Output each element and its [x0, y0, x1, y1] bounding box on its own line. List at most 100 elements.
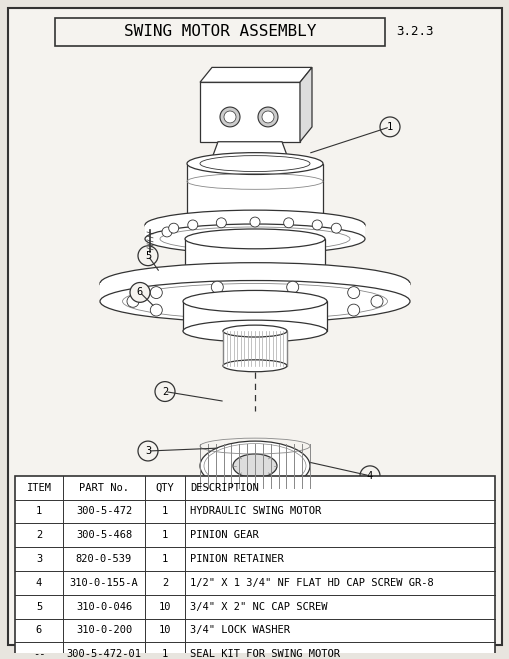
- Text: --: --: [33, 649, 45, 659]
- Circle shape: [150, 304, 162, 316]
- Text: SWING MOTOR ASSEMBLY: SWING MOTOR ASSEMBLY: [124, 24, 316, 40]
- Circle shape: [312, 220, 322, 230]
- Text: 2: 2: [161, 578, 168, 588]
- Text: 4: 4: [366, 471, 373, 481]
- Circle shape: [258, 107, 277, 127]
- Text: 10: 10: [158, 625, 171, 635]
- Circle shape: [138, 441, 158, 461]
- Circle shape: [219, 107, 240, 127]
- Text: 310-0-200: 310-0-200: [76, 625, 132, 635]
- Text: 1: 1: [161, 554, 168, 564]
- Bar: [269, 570, 279, 576]
- Ellipse shape: [187, 153, 322, 175]
- Text: 3: 3: [36, 554, 42, 564]
- Ellipse shape: [210, 509, 299, 529]
- Bar: [15, 476, 494, 659]
- Bar: [100, 283, 409, 301]
- Text: 2: 2: [36, 530, 42, 540]
- Circle shape: [211, 281, 223, 293]
- Ellipse shape: [183, 291, 326, 312]
- Ellipse shape: [122, 283, 387, 319]
- Text: DESCRIPTION: DESCRIPTION: [190, 482, 258, 493]
- Circle shape: [283, 218, 293, 228]
- Bar: [185, 239, 324, 283]
- Circle shape: [187, 220, 197, 230]
- Circle shape: [347, 304, 359, 316]
- Ellipse shape: [147, 255, 152, 258]
- Text: 1: 1: [161, 649, 168, 659]
- Text: 300-5-472-01: 300-5-472-01: [66, 649, 141, 659]
- Circle shape: [168, 223, 178, 233]
- Bar: [222, 331, 287, 366]
- Text: 1: 1: [386, 122, 392, 132]
- Ellipse shape: [183, 320, 326, 342]
- Text: 310-0-046: 310-0-046: [76, 602, 132, 612]
- Ellipse shape: [160, 227, 349, 251]
- Text: 5: 5: [145, 250, 151, 261]
- Ellipse shape: [233, 454, 276, 478]
- Circle shape: [162, 227, 172, 237]
- Text: 1: 1: [36, 507, 42, 517]
- Circle shape: [370, 295, 382, 307]
- Text: 1: 1: [161, 507, 168, 517]
- Text: 5: 5: [36, 602, 42, 612]
- Bar: [187, 163, 322, 225]
- Ellipse shape: [267, 548, 281, 553]
- Text: 3/4" LOCK WASHER: 3/4" LOCK WASHER: [190, 625, 290, 635]
- Bar: [286, 560, 293, 565]
- Text: 10: 10: [158, 602, 171, 612]
- Text: QTY: QTY: [155, 482, 174, 493]
- Polygon shape: [210, 142, 290, 163]
- Polygon shape: [200, 67, 312, 82]
- Ellipse shape: [144, 254, 156, 259]
- Bar: [55, 18, 384, 45]
- Circle shape: [286, 281, 298, 293]
- Circle shape: [331, 223, 341, 233]
- Ellipse shape: [260, 516, 273, 521]
- Circle shape: [130, 283, 150, 302]
- Ellipse shape: [222, 325, 287, 337]
- Circle shape: [155, 382, 175, 401]
- Ellipse shape: [185, 229, 324, 249]
- Text: HYDRAULIC SWING MOTOR: HYDRAULIC SWING MOTOR: [190, 507, 321, 517]
- Text: 6: 6: [136, 287, 143, 297]
- Circle shape: [286, 310, 298, 322]
- Bar: [271, 552, 277, 570]
- Ellipse shape: [145, 210, 364, 240]
- Bar: [183, 301, 326, 331]
- Text: PINION GEAR: PINION GEAR: [190, 530, 258, 540]
- Circle shape: [211, 310, 223, 322]
- Ellipse shape: [246, 516, 263, 521]
- Polygon shape: [299, 67, 312, 142]
- Bar: [200, 82, 299, 142]
- Bar: [288, 546, 292, 560]
- Ellipse shape: [200, 441, 309, 491]
- Ellipse shape: [100, 263, 409, 304]
- Ellipse shape: [200, 156, 309, 171]
- Text: 820-0-539: 820-0-539: [76, 554, 132, 564]
- Circle shape: [223, 111, 236, 123]
- Circle shape: [249, 217, 260, 227]
- Circle shape: [347, 287, 359, 299]
- Text: PINION RETAINER: PINION RETAINER: [190, 554, 283, 564]
- Ellipse shape: [100, 281, 409, 322]
- Circle shape: [359, 466, 379, 486]
- Bar: [146, 252, 154, 257]
- Text: 3.2.3: 3.2.3: [395, 25, 433, 38]
- Text: 4: 4: [36, 578, 42, 588]
- Text: 310-0-155-A: 310-0-155-A: [70, 578, 138, 588]
- Text: 300-5-472: 300-5-472: [76, 507, 132, 517]
- Text: 3/4" X 2" NC CAP SCREW: 3/4" X 2" NC CAP SCREW: [190, 602, 327, 612]
- Circle shape: [150, 287, 162, 299]
- Ellipse shape: [222, 360, 287, 372]
- Bar: [145, 225, 364, 239]
- Text: 3: 3: [145, 446, 151, 456]
- Text: ITEM: ITEM: [26, 482, 51, 493]
- Text: SEAL KIT FOR SWING MOTOR: SEAL KIT FOR SWING MOTOR: [190, 649, 340, 659]
- Ellipse shape: [240, 515, 269, 523]
- Circle shape: [216, 218, 226, 228]
- Text: PART No.: PART No.: [79, 482, 129, 493]
- Text: 1: 1: [161, 530, 168, 540]
- Ellipse shape: [271, 549, 277, 552]
- Text: 6: 6: [36, 625, 42, 635]
